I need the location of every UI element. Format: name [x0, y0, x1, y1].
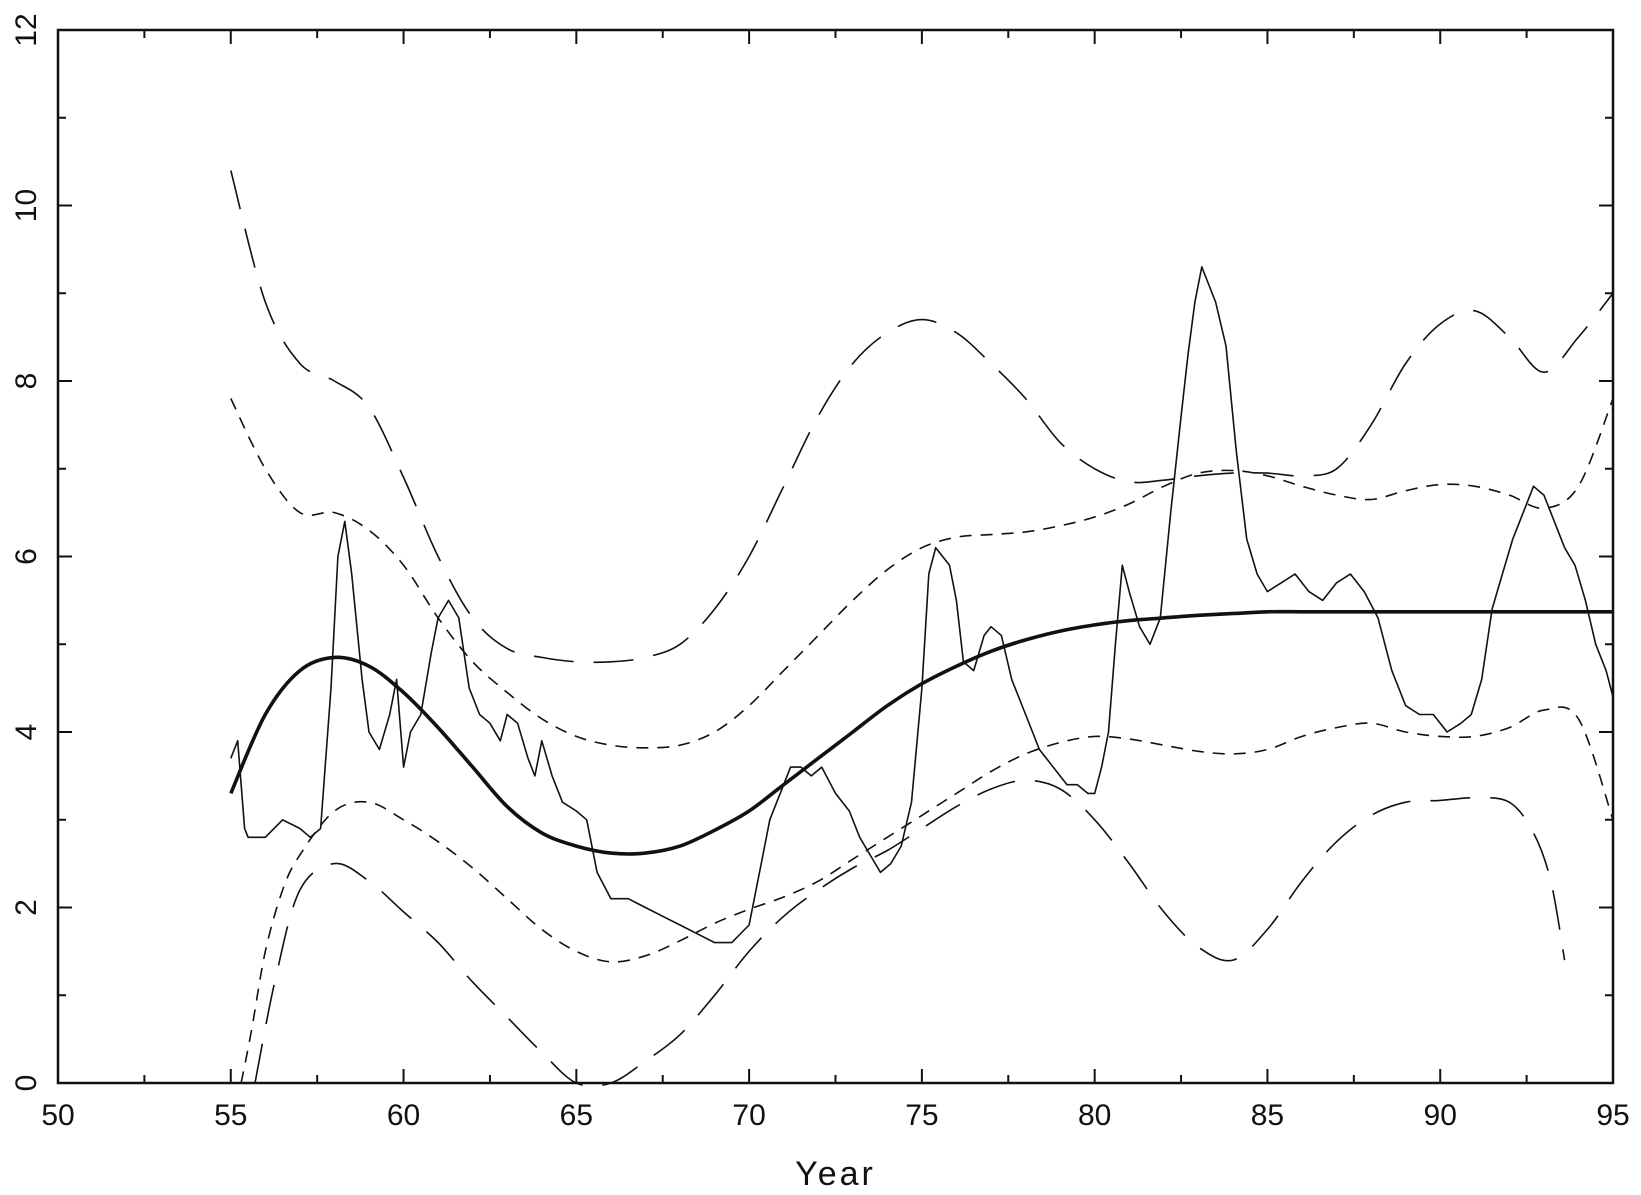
x-axis-title: Year — [795, 1155, 876, 1193]
labels-layer: 50 55 60 65 70 75 80 85 90 95 0 2 4 6 8 10 12 — [10, 13, 1630, 1132]
ticks-layer — [57, 29, 1614, 1084]
x-tick-label: 70 — [732, 1099, 765, 1132]
y-tick-label: 4 — [10, 724, 43, 741]
x-tick-label: 80 — [1078, 1099, 1111, 1132]
y-tick-label: 12 — [10, 13, 43, 46]
y-tick-label: 2 — [10, 899, 43, 916]
y-tick-label: 0 — [10, 1075, 43, 1092]
y-tick-label: 8 — [10, 373, 43, 390]
x-tick-label: 90 — [1424, 1099, 1457, 1132]
series-line-thick-solid — [229, 609, 1613, 856]
series-line-short-dash-lower — [240, 706, 1614, 1084]
x-tick-label: 85 — [1251, 1099, 1284, 1132]
y-tick-label: 10 — [10, 189, 43, 222]
x-tick-label: 65 — [560, 1099, 593, 1132]
series-line-short-dash-upper — [230, 398, 1614, 749]
x-tick-label: 95 — [1596, 1099, 1629, 1132]
y-tick-label: 6 — [10, 548, 43, 565]
series-layer — [229, 170, 1614, 1088]
x-tick-label: 60 — [387, 1099, 420, 1132]
x-tick-label: 55 — [214, 1099, 247, 1132]
x-tick-label: 50 — [41, 1099, 74, 1132]
x-tick-label: 75 — [905, 1099, 938, 1132]
series-line-thin-solid — [230, 266, 1614, 944]
series-line-long-dash-lower — [254, 779, 1566, 1088]
series-line-long-dash-upper — [230, 170, 1614, 664]
